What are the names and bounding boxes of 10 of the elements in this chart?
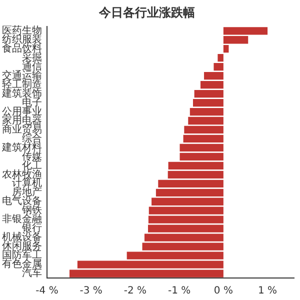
y-tick-label: 汽车 bbox=[22, 267, 42, 280]
x-tick-label: -1 % bbox=[168, 286, 191, 297]
x-tick-label: -4 % bbox=[36, 286, 58, 297]
y-tick-label: 建筑装饰 bbox=[1, 87, 42, 100]
x-tick-label: -3 % bbox=[80, 286, 102, 297]
y-tick-label: 传媒 bbox=[22, 151, 42, 162]
x-tick-label: 1 % bbox=[258, 286, 278, 297]
x-tick-label: -2 % bbox=[124, 286, 147, 297]
x-tick-label: 0 % bbox=[214, 286, 233, 297]
chart-title: 今日各行业涨跌幅 bbox=[98, 5, 195, 20]
